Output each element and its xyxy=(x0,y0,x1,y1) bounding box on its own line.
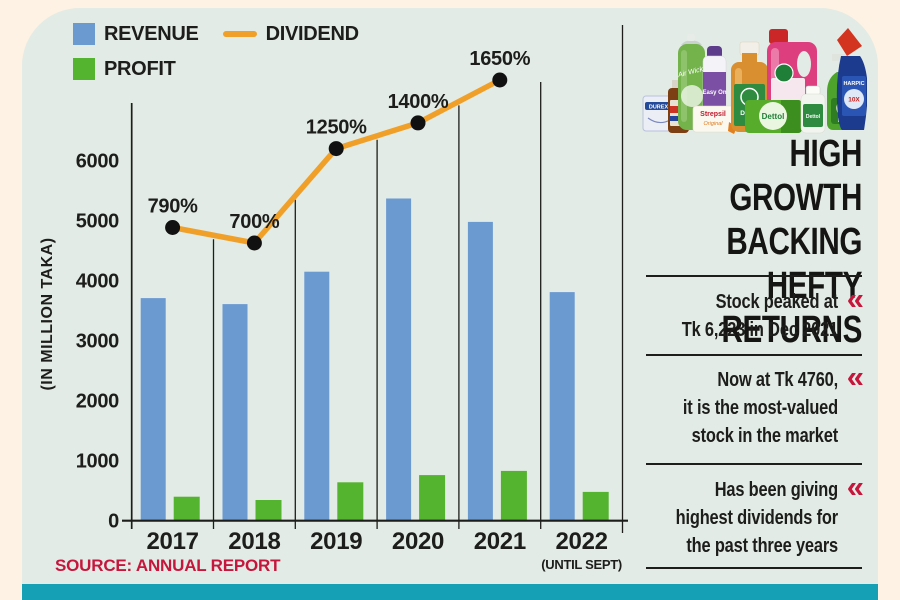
product-collage: DUREX Air Wick xyxy=(642,28,867,134)
y-axis-title: (IN MILLION TAKA) xyxy=(39,237,56,390)
chart-legend: REVENUE DIVIDEND PROFIT xyxy=(73,23,359,80)
product-strepsils-icon: Strepsil Original xyxy=(692,105,736,134)
dividend-line-swatch-icon xyxy=(222,31,257,37)
harpic-10x-label: 10X xyxy=(848,97,860,104)
panel-divider-1 xyxy=(646,275,862,277)
y-tick-label: 5000 xyxy=(76,211,119,233)
dividend-point xyxy=(410,115,426,131)
dividend-line xyxy=(169,77,503,246)
y-tick-label: 2000 xyxy=(76,391,119,413)
profit-bar-2020 xyxy=(419,475,446,521)
bottom-accent-bar xyxy=(22,584,878,600)
revenue-bar-2022 xyxy=(549,292,575,521)
source-note: SOURCE: ANNUAL REPORT xyxy=(55,556,281,575)
bullet-current-price: « Now at Tk 4760, it is the most-valued … xyxy=(625,359,864,450)
profit-swatch-icon xyxy=(73,58,95,80)
x-axis-label-2020: 2020 xyxy=(392,528,444,555)
small-bottle-label: Dettol xyxy=(806,114,821,120)
dividend-value-label: 1250% xyxy=(306,117,367,139)
legend-label-dividend: DIVIDEND xyxy=(265,22,359,45)
profit-bar-2019 xyxy=(337,482,364,521)
product-dettol-soap-icon: Dettol xyxy=(745,100,802,133)
y-tick-label: 3000 xyxy=(76,331,119,353)
product-airwick-icon: Air Wick xyxy=(676,34,705,130)
dividend-point xyxy=(492,72,508,88)
revenue-bar-2021 xyxy=(467,221,493,521)
chevron-left-icon: « xyxy=(846,281,864,316)
x-axis-label-2017: 2017 xyxy=(146,528,198,555)
profit-bar-2018 xyxy=(255,500,282,521)
profit-bar-2017 xyxy=(173,496,200,521)
y-tick-label: 4000 xyxy=(76,271,119,293)
profit-bar-2021 xyxy=(500,470,527,521)
infographic-card: REVENUE DIVIDEND PROFIT 0 1000 2000 3000 400… xyxy=(22,8,878,600)
y-tick-label: 1000 xyxy=(76,451,119,473)
revenue-swatch-icon xyxy=(73,23,95,45)
x-axis-label-2018: 2018 xyxy=(228,528,280,555)
profit-bar-2022 xyxy=(582,491,609,521)
dividend-value-label: 1650% xyxy=(469,48,530,70)
bullet-dividends-text: Has been giving highest dividends for th… xyxy=(675,479,839,557)
legend-row-2: PROFIT xyxy=(73,58,359,80)
revenue-profit-dividend-chart: 0 1000 2000 3000 4000 5000 6000 790% 700% 1250% 14… xyxy=(39,25,628,572)
bullet-current-price-text: Now at Tk 4760, it is the most-valued st… xyxy=(682,369,838,447)
dividend-value-label: 790% xyxy=(148,196,198,218)
easyon-label: Easy On xyxy=(702,90,726,96)
dividend-value-label: 700% xyxy=(229,211,279,233)
legend-label-profit: PROFIT xyxy=(104,57,176,80)
strepsils-label: Strepsil xyxy=(700,111,726,118)
panel-divider-3 xyxy=(646,463,862,465)
harpic-label: HARPIC xyxy=(843,81,864,87)
bullet-dividends: « Has been giving highest dividends for … xyxy=(625,469,864,560)
x-axis-label-2022: 2022 xyxy=(555,528,607,555)
panel-divider-4 xyxy=(646,567,862,569)
product-harpic-icon: HARPIC 10X xyxy=(836,28,867,130)
legend-row-1: REVENUE DIVIDEND xyxy=(73,23,359,45)
panel-divider-2 xyxy=(646,354,862,356)
x-axis-note: (UNTIL SEPT) xyxy=(541,557,622,572)
x-axis-label-2019: 2019 xyxy=(310,528,362,555)
chevron-left-icon: « xyxy=(846,359,864,394)
revenue-bar-2020 xyxy=(386,198,412,521)
x-axis-label-2021: 2021 xyxy=(474,528,526,555)
y-tick-label: 6000 xyxy=(76,151,119,173)
product-durex-icon: DUREX xyxy=(642,95,675,132)
product-dettol-small-bottle-icon: Dettol xyxy=(800,85,826,134)
dividend-point xyxy=(246,235,262,251)
y-tick-label: 0 xyxy=(108,511,119,533)
bullet-stock-peak-text: Stock peaked at Tk 6,223 in Dec 2021 xyxy=(681,291,838,341)
soap-label: Dettol xyxy=(762,112,785,121)
dividend-point xyxy=(165,220,181,235)
dividend-value-label: 1400% xyxy=(388,91,449,113)
revenue-bar-2017 xyxy=(140,298,166,521)
legend-label-revenue: REVENUE xyxy=(104,22,199,45)
revenue-bar-2019 xyxy=(304,271,330,521)
chevron-left-icon: « xyxy=(846,469,864,504)
headline: HIGH GROWTH BACKING HEFTY RETURNS xyxy=(721,133,862,351)
revenue-bar-2018 xyxy=(222,304,248,521)
bullet-stock-peak: « Stock peaked at Tk 6,223 in Dec 2021 xyxy=(625,281,864,344)
durex-label: DUREX xyxy=(649,105,669,111)
right-panel: DUREX Air Wick xyxy=(642,8,867,592)
dividend-point xyxy=(328,141,344,157)
strepsils-sublabel: Original xyxy=(704,121,724,127)
